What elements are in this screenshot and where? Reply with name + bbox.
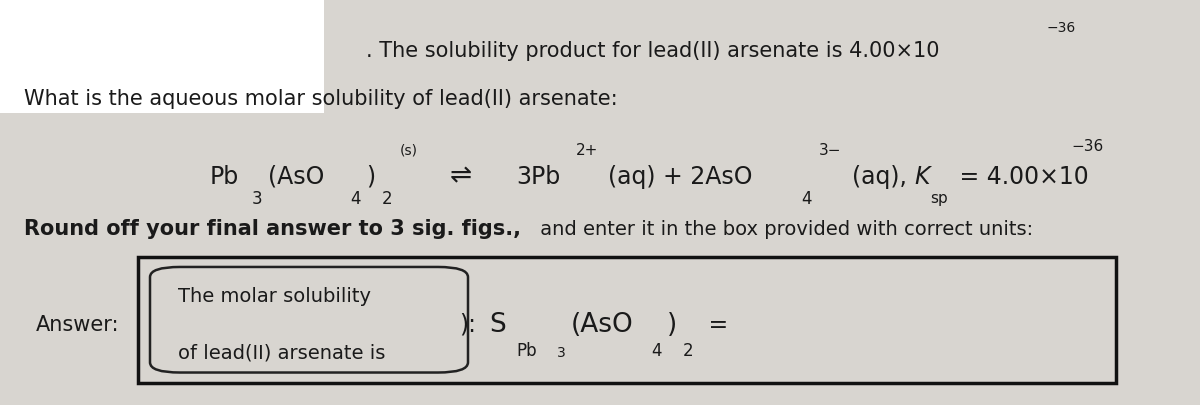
Text: 3−: 3− bbox=[818, 143, 841, 157]
Text: K: K bbox=[914, 164, 930, 188]
FancyBboxPatch shape bbox=[150, 267, 468, 373]
Text: (aq) + 2AsO: (aq) + 2AsO bbox=[608, 164, 752, 188]
Text: of lead(II) arsenate is: of lead(II) arsenate is bbox=[178, 343, 385, 362]
Text: What is the aqueous molar solubility of lead(II) arsenate:: What is the aqueous molar solubility of … bbox=[24, 89, 618, 109]
Text: 2: 2 bbox=[382, 190, 392, 207]
Text: (aq),: (aq), bbox=[852, 164, 907, 188]
Text: 2+: 2+ bbox=[576, 143, 599, 157]
Text: ): ) bbox=[366, 164, 376, 188]
Text: (s): (s) bbox=[400, 143, 418, 157]
Text: 4: 4 bbox=[652, 341, 662, 359]
Text: ): ) bbox=[667, 311, 678, 337]
FancyBboxPatch shape bbox=[0, 0, 324, 113]
Text: −36: −36 bbox=[1046, 21, 1075, 35]
Text: 3Pb: 3Pb bbox=[516, 164, 560, 188]
Text: ):: ): bbox=[460, 312, 476, 336]
Text: Answer:: Answer: bbox=[36, 314, 120, 334]
Text: (AsO: (AsO bbox=[571, 311, 634, 337]
Text: = 4.00×10: = 4.00×10 bbox=[952, 164, 1088, 188]
Text: . The solubility product for lead(II) arsenate is 4.00×10: . The solubility product for lead(II) ar… bbox=[366, 40, 940, 61]
Text: Pb: Pb bbox=[516, 341, 536, 359]
FancyBboxPatch shape bbox=[138, 257, 1116, 383]
Text: =: = bbox=[701, 312, 728, 336]
Text: The molar solubility: The molar solubility bbox=[178, 286, 371, 305]
Text: Pb: Pb bbox=[210, 164, 239, 188]
Text: and enter it in the box provided with correct units:: and enter it in the box provided with co… bbox=[534, 220, 1033, 238]
Text: 4: 4 bbox=[350, 190, 361, 207]
Text: Round off your final answer to 3 sig. figs.,: Round off your final answer to 3 sig. fi… bbox=[24, 219, 521, 239]
Text: 4: 4 bbox=[802, 190, 812, 207]
Text: −36: −36 bbox=[1072, 139, 1104, 153]
Text: S: S bbox=[490, 311, 506, 337]
Text: (AsO: (AsO bbox=[268, 164, 324, 188]
Text: 3: 3 bbox=[557, 345, 565, 359]
Text: sp: sp bbox=[930, 191, 948, 206]
Text: 3: 3 bbox=[252, 190, 263, 207]
Text: ⇌: ⇌ bbox=[450, 163, 472, 189]
Text: 2: 2 bbox=[683, 341, 694, 359]
